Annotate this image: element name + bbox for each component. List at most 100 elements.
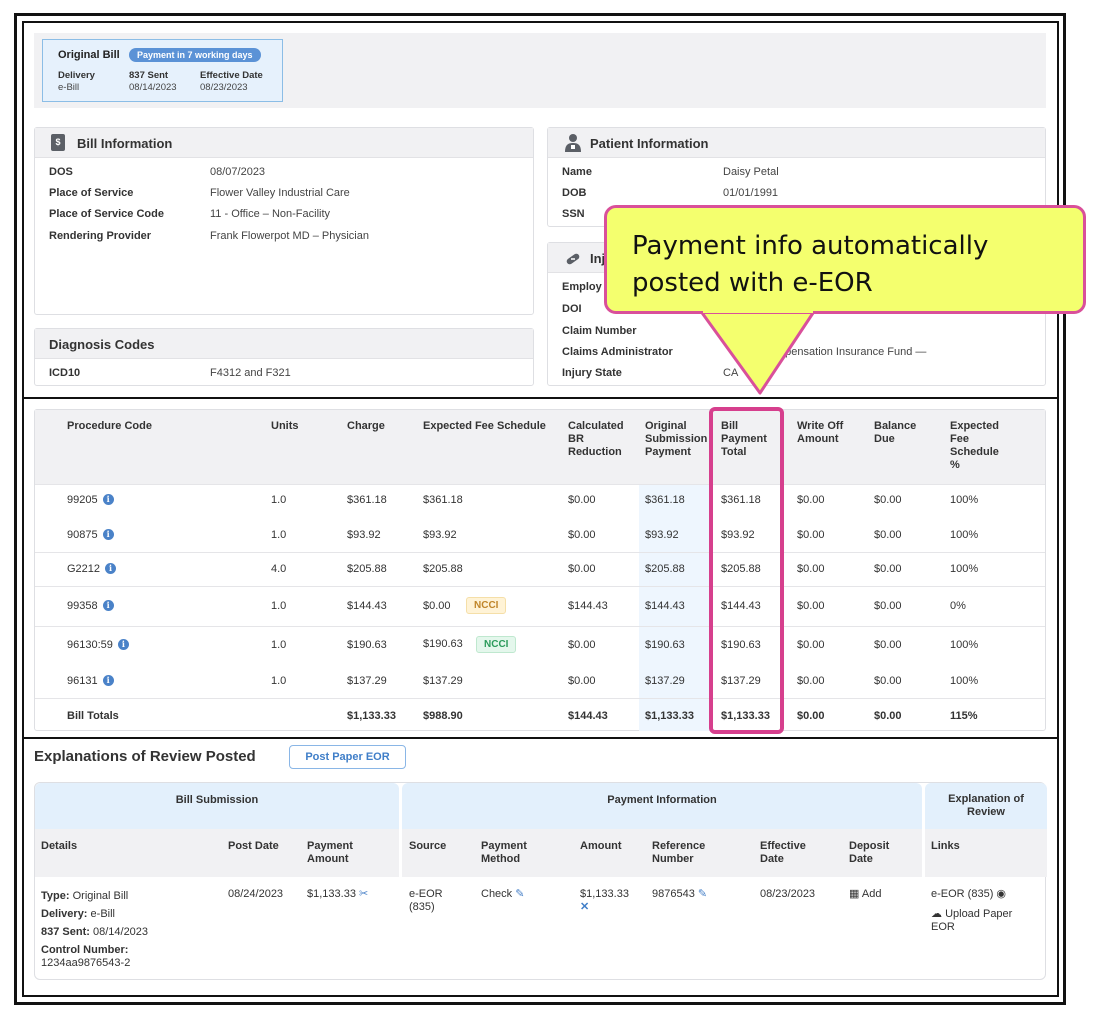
- row-divider: [35, 552, 1045, 553]
- eor-payment-amount: $1,133.33 ✂: [307, 888, 369, 900]
- ncci-ok-badge[interactable]: NCCI: [476, 636, 517, 653]
- bill-info-value: 11 - Office – Non-Facility: [210, 208, 331, 220]
- explanation-of-review-title: Explanation of Review: [948, 793, 1024, 818]
- bill-totals-label: Bill Totals: [67, 710, 119, 722]
- remove-icon[interactable]: ✕: [580, 901, 590, 913]
- bill-total-cell: $137.29: [721, 675, 761, 687]
- th-expected-fee-schedule-pct: Expected Fee Schedule%: [950, 420, 999, 471]
- edit-icon[interactable]: ✎: [515, 888, 525, 900]
- orig-payment-cell: $361.18: [645, 494, 685, 506]
- eor-table: Bill Submission Payment Information Expl…: [34, 782, 1047, 980]
- bill-info-label: Rendering Provider: [49, 230, 152, 242]
- write-off-cell: $0.00: [797, 639, 825, 651]
- charge-cell: $144.43: [347, 600, 387, 612]
- total-orig-payment: $1,133.33: [645, 710, 694, 722]
- br-cell: $144.43: [568, 600, 608, 612]
- balance-cell: $0.00: [874, 675, 902, 687]
- eor-post-date: 08/24/2023: [228, 888, 284, 900]
- claims-administrator-link[interactable]: mpensation Insurance Fund —: [776, 346, 927, 358]
- eor-effective-date: 08/23/2023: [760, 888, 816, 900]
- orig-payment-cell: $205.88: [645, 563, 685, 575]
- bandage-icon: [566, 253, 580, 265]
- eor-links-subheader: [925, 829, 1047, 877]
- th-effective-date: Effective Date: [760, 840, 806, 865]
- write-off-cell: $0.00: [797, 494, 825, 506]
- procedure-code: 99358 i: [67, 600, 114, 612]
- injury-state-value: CA: [723, 367, 739, 379]
- original-bill-card[interactable]: Original Bill Payment in 7 working days …: [42, 39, 283, 102]
- procedure-code: G2212 i: [67, 563, 117, 575]
- row-divider: [35, 484, 1045, 485]
- outer-frame: [14, 13, 1066, 1005]
- diagnosis-codes-title: Diagnosis Codes: [49, 337, 155, 352]
- edit-icon[interactable]: ✎: [697, 888, 708, 900]
- eor-payment-method: Check ✎: [481, 888, 525, 900]
- payment-information-title: Payment Information: [607, 794, 717, 806]
- total-efs: $988.90: [423, 710, 463, 722]
- th-deposit-date: Deposit Date: [849, 840, 890, 865]
- eor-reference-number: 9876543 ✎: [652, 888, 708, 900]
- payment-information-group: Payment Information: [402, 783, 922, 829]
- bill-information-panel: $ Bill Information DOS 08/07/2023 Place …: [34, 127, 534, 315]
- effective-value: 08/23/2023: [200, 82, 248, 93]
- info-icon[interactable]: i: [102, 600, 114, 611]
- th-payment-method: Payment Method: [481, 840, 527, 865]
- annotation-callout: Payment info automatically posted with e…: [604, 205, 1086, 314]
- icd10-value: F4312 and F321: [210, 367, 291, 379]
- th-source: Source: [409, 840, 447, 852]
- bill-card-title: Original Bill: [58, 49, 120, 61]
- cloud-upload-icon: ☁: [931, 908, 942, 920]
- br-cell: $0.00: [568, 675, 596, 687]
- delivery-value: e-Bill: [58, 82, 80, 93]
- pct-cell: 100%: [950, 529, 979, 541]
- add-deposit-date-link[interactable]: ▦ Add: [849, 888, 882, 900]
- bill-total-cell: $190.63: [721, 639, 761, 651]
- units-cell: 1.0: [271, 494, 287, 506]
- total-charge: $1,133.33: [347, 710, 396, 722]
- info-icon[interactable]: i: [105, 563, 117, 574]
- row-divider: [35, 586, 1045, 587]
- orig-payment-cell: $190.63: [645, 639, 685, 651]
- post-paper-eor-button[interactable]: Post Paper EOR: [289, 745, 406, 769]
- bill-submission-title: Bill Submission: [175, 794, 259, 806]
- section-divider: [22, 737, 1059, 739]
- diagnosis-codes-panel: Diagnosis Codes ICD10 F4312 and F321: [34, 328, 534, 386]
- ncci-warning-badge[interactable]: NCCI: [466, 597, 507, 614]
- balance-cell: $0.00: [874, 600, 902, 612]
- total-write-off: $0.00: [797, 710, 825, 722]
- original-payment-column-highlight: [639, 484, 712, 731]
- patient-value: Daisy Petal: [723, 166, 779, 178]
- patient-information-title: Patient Information: [590, 136, 709, 151]
- patient-label: SSN: [562, 208, 585, 220]
- upload-paper-eor-link[interactable]: ☁ Upload Paper EOR: [931, 908, 1013, 933]
- calendar-icon: ▦: [849, 888, 860, 900]
- efs-cell: $205.88: [423, 563, 463, 575]
- effective-col: Effective Date 08/23/2023: [200, 70, 263, 94]
- orig-payment-cell: $93.92: [645, 529, 679, 541]
- total-pct: 115%: [950, 710, 978, 722]
- balance-cell: $0.00: [874, 494, 902, 506]
- eor-835-link[interactable]: e-EOR (835) ◉: [931, 888, 1007, 900]
- th-reference-number: Reference Number: [652, 840, 706, 865]
- th-payment-amount: Payment Amount: [307, 840, 353, 865]
- units-cell: 1.0: [271, 529, 287, 541]
- info-icon[interactable]: i: [102, 675, 114, 686]
- eor-source: e-EOR (835): [409, 888, 443, 913]
- th-links: Links: [931, 840, 960, 852]
- injury-label: Injury State: [562, 367, 622, 379]
- inner-frame: [22, 21, 1059, 997]
- total-balance: $0.00: [874, 710, 902, 722]
- charge-cell: $190.63: [347, 639, 387, 651]
- patient-value: 01/01/1991: [723, 187, 779, 199]
- pct-cell: 100%: [950, 675, 979, 687]
- info-icon[interactable]: i: [102, 529, 114, 540]
- info-icon[interactable]: i: [102, 494, 114, 505]
- scissors-icon[interactable]: ✂: [359, 888, 369, 900]
- bill-info-value: Flower Valley Industrial Care: [210, 187, 350, 199]
- info-icon[interactable]: i: [117, 639, 129, 650]
- eor-amount: $1,133.33 ✕: [580, 888, 629, 913]
- explanation-of-review-group: Explanation of Review: [925, 783, 1047, 829]
- charge-cell: $361.18: [347, 494, 387, 506]
- callout-text: Payment info automatically posted with e…: [632, 231, 989, 298]
- th-details: Details: [41, 840, 78, 852]
